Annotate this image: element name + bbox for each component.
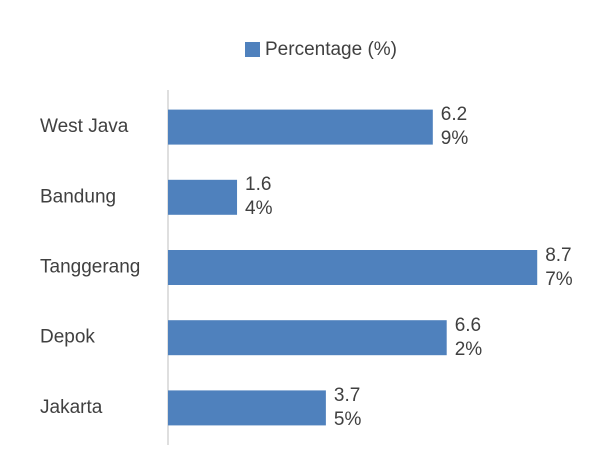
category-label: Tanggerang (40, 257, 140, 278)
bar (168, 390, 326, 426)
value-label: 8.77% (545, 244, 573, 290)
category-label: West Java (40, 116, 129, 137)
bar (168, 320, 447, 356)
value-label: 6.29% (440, 104, 469, 150)
category-label: Bandung (40, 186, 116, 207)
category-label: Jakarta (40, 397, 103, 418)
category-label: Depok (40, 327, 95, 348)
value-label: 3.75% (333, 384, 362, 430)
bar (168, 109, 433, 145)
bar (168, 250, 538, 285)
legend-label: Percentage (%) (265, 39, 397, 60)
value-label: 6.62% (454, 314, 483, 360)
legend-swatch (245, 42, 260, 57)
bar (168, 179, 238, 215)
value-label: 1.64% (245, 174, 273, 220)
